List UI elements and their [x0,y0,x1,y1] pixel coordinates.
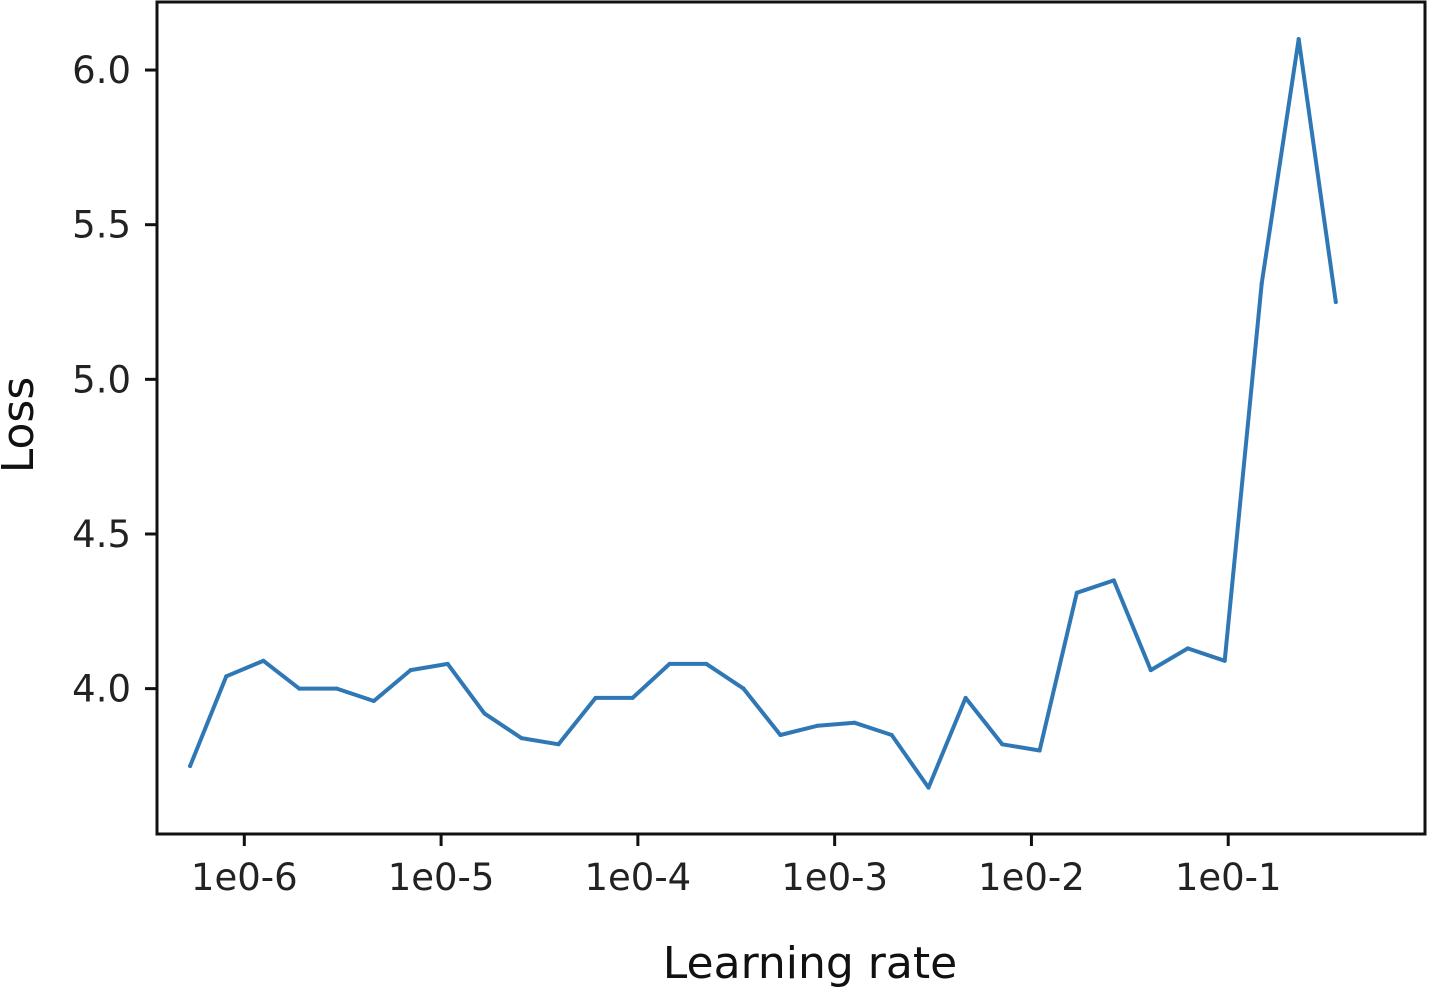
data-point [1074,590,1079,595]
x-tick-label: 1e0-2 [978,856,1085,899]
data-point [334,686,339,691]
data-point [1222,658,1227,663]
data-point [224,674,229,679]
y-tick-label: 5.0 [72,358,131,401]
data-point [408,668,413,673]
data-point [1333,300,1338,304]
data-point [704,661,709,666]
data-point [261,658,266,663]
data-point [1185,646,1190,651]
loss-series-line [188,37,1338,790]
data-point [1000,742,1005,747]
y-tick-label: 5.5 [72,204,131,247]
data-point [852,720,857,725]
x-tick-label: 1e0-6 [191,856,298,899]
data-point [1037,748,1042,753]
y-axis-ticks: 4.0 4.5 5.0 5.5 6.0 [72,49,157,711]
loss-data-points [188,37,1338,790]
data-point [297,686,302,691]
y-tick-label: 4.5 [72,513,131,556]
x-axis-label: Learning rate [663,938,957,988]
data-point [371,699,376,703]
data-point [1296,37,1301,42]
y-axis-label: Loss [0,377,44,474]
data-point [188,764,193,768]
plot-frame [155,0,1427,836]
data-point [667,661,672,666]
data-point [1148,668,1153,673]
y-tick-label: 4.0 [72,668,131,711]
data-point [778,733,783,737]
x-tick-label: 1e0-1 [1175,856,1282,899]
data-point [556,742,561,747]
x-tick-label: 1e0-5 [388,856,495,899]
x-tick-label: 1e0-4 [584,856,691,899]
data-point [963,695,968,700]
data-point [593,695,598,700]
data-point [741,686,746,691]
data-point [630,695,635,700]
data-point [926,785,931,790]
data-point [1111,578,1116,583]
x-axis-ticks: 1e0-6 1e0-5 1e0-4 1e0-3 1e0-2 1e0-1 [191,834,1282,899]
data-point [815,723,820,728]
x-tick-label: 1e0-3 [781,856,888,899]
data-point [519,736,524,741]
data-point [482,711,487,716]
y-tick-label: 6.0 [72,49,131,92]
data-point [445,661,450,666]
data-point [1259,281,1264,286]
data-point [889,733,894,737]
